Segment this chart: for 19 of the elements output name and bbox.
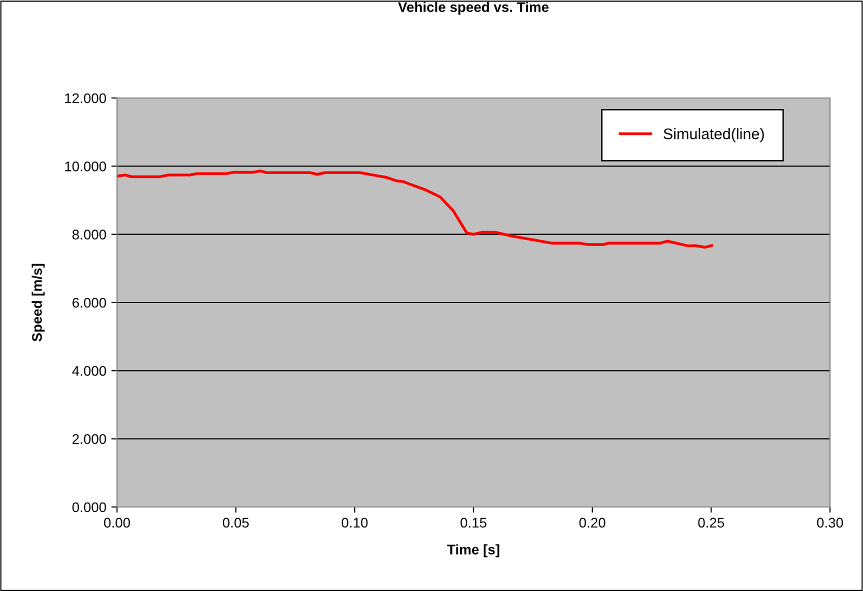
x-tick-label: 0.30 <box>817 518 843 528</box>
x-tick-label: 0.05 <box>222 518 249 528</box>
y-tick-label: 2.000 <box>72 434 106 444</box>
x-tick-label: 0.25 <box>698 518 724 528</box>
y-tick-label: 0.000 <box>72 502 106 512</box>
y-tick-label: 8.000 <box>72 230 106 240</box>
y-tick-label: 6.000 <box>72 298 106 308</box>
y-tick-label: 10.000 <box>65 162 106 172</box>
x-tick-label: 0.10 <box>342 518 368 528</box>
y-axis-title: Speed [m/s] <box>32 264 45 342</box>
x-tick-label: 0.20 <box>579 518 606 528</box>
line-series <box>117 170 714 249</box>
y-tick-label: 4.000 <box>72 366 106 376</box>
chart-title: Vehicle speed vs. Time <box>398 2 549 15</box>
x-tick-label: 0.00 <box>104 518 130 528</box>
y-tick-label: 12.000 <box>65 93 106 104</box>
x-axis-title: Time [s] <box>447 544 500 558</box>
legend-label: Simulated(line) <box>664 128 764 142</box>
x-tick-label: 0.15 <box>460 518 486 528</box>
